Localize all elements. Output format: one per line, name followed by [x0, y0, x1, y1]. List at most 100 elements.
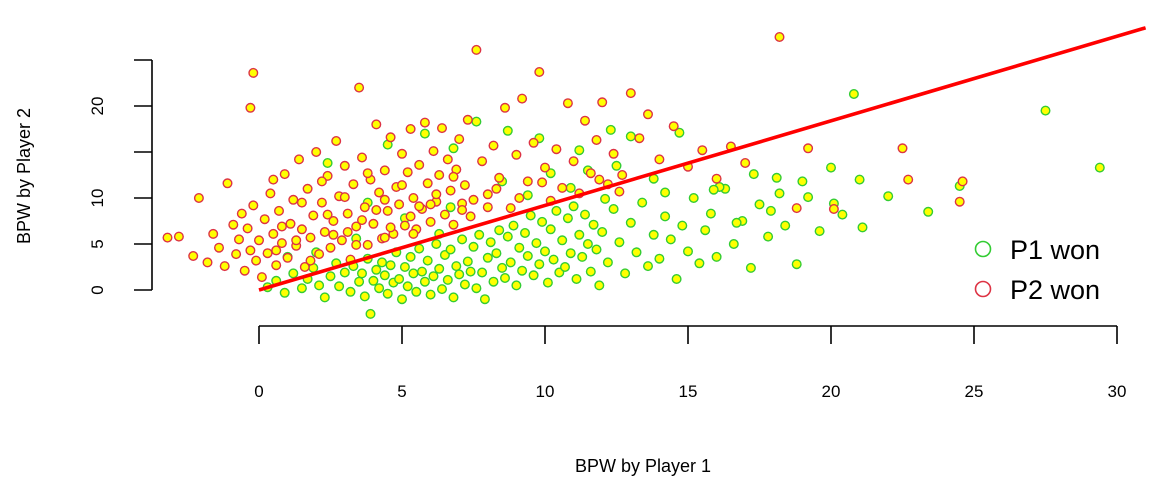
data-point: [425, 199, 436, 210]
data-point: [471, 44, 482, 55]
data-point: [482, 202, 493, 213]
data-point: [531, 238, 542, 249]
data-point: [602, 257, 613, 268]
x-tick-label: 10: [536, 382, 555, 401]
data-point: [245, 102, 256, 113]
data-point: [688, 192, 699, 203]
data-point: [222, 178, 233, 189]
data-point: [296, 224, 307, 235]
legend-label: P1 won: [1010, 235, 1100, 265]
data-point: [319, 226, 330, 237]
data-point: [620, 268, 631, 279]
data-point: [439, 209, 450, 220]
data-point: [705, 208, 716, 219]
data-point: [276, 221, 287, 232]
data-point: [408, 228, 419, 239]
data-point: [525, 210, 536, 221]
reference-line: [258, 26, 1147, 292]
data-point: [316, 176, 327, 187]
data-point: [233, 234, 244, 245]
data-point: [903, 174, 914, 185]
data-point: [454, 134, 465, 145]
data-point: [308, 210, 319, 221]
data-point: [371, 204, 382, 215]
data-point: [334, 281, 345, 292]
data-point: [339, 267, 350, 278]
x-tick-label: 20: [822, 382, 841, 401]
data-point: [213, 242, 224, 253]
data-point: [637, 197, 648, 208]
data-point: [625, 88, 636, 99]
data-point: [428, 146, 439, 157]
data-point: [540, 162, 551, 173]
data-point: [611, 160, 622, 171]
data-point: [265, 188, 276, 199]
data-point: [445, 185, 456, 196]
data-point: [625, 131, 636, 142]
data-point: [256, 272, 267, 283]
data-point: [457, 204, 468, 215]
data-point: [253, 235, 264, 246]
data-point: [357, 215, 368, 226]
data-point: [368, 218, 379, 229]
data-point: [231, 249, 242, 260]
data-point: [385, 132, 396, 143]
data-point: [336, 235, 347, 246]
data-point: [508, 220, 519, 231]
legend-label: P2 won: [1010, 275, 1100, 305]
data-point: [377, 257, 388, 268]
data-point: [342, 208, 353, 219]
data-point: [414, 243, 425, 254]
data-point: [419, 276, 430, 287]
data-point: [431, 189, 442, 200]
data-point: [711, 251, 722, 262]
data-point: [445, 202, 456, 213]
data-point: [565, 248, 576, 259]
data-point: [408, 192, 419, 203]
data-point: [660, 211, 671, 222]
data-point: [442, 274, 453, 285]
data-point: [299, 262, 310, 273]
data-point: [548, 254, 559, 265]
data-point: [511, 149, 522, 160]
data-point: [414, 201, 425, 212]
data-point: [954, 196, 965, 207]
data-point: [774, 188, 785, 199]
data-point: [683, 246, 694, 257]
data-point: [591, 244, 602, 255]
data-point: [500, 102, 511, 113]
data-point: [345, 286, 356, 297]
data-point: [417, 266, 428, 277]
data-point: [428, 271, 439, 282]
data-point: [325, 271, 336, 282]
data-point: [514, 192, 525, 203]
x-tick-label: 25: [965, 382, 984, 401]
data-point: [542, 277, 553, 288]
data-point: [674, 127, 685, 138]
data-point: [342, 226, 353, 237]
data-point: [588, 219, 599, 230]
data-point: [296, 197, 307, 208]
data-point: [457, 234, 468, 245]
data-point: [448, 292, 459, 303]
data-point: [454, 269, 465, 280]
data-point: [385, 260, 396, 271]
data-point: [465, 266, 476, 277]
data-point: [488, 276, 499, 287]
data-point: [728, 238, 739, 249]
data-point: [242, 223, 253, 234]
data-point: [571, 274, 582, 285]
data-point: [434, 169, 445, 180]
data-point: [245, 245, 256, 256]
data-point: [419, 117, 430, 128]
data-point: [522, 190, 533, 201]
series-p1-won: [262, 88, 1105, 319]
data-point: [608, 148, 619, 159]
y-tick-label: 0: [88, 285, 107, 294]
data-point: [325, 242, 336, 253]
data-point: [351, 239, 362, 250]
data-point: [422, 255, 433, 266]
data-point: [562, 213, 573, 224]
data-point: [614, 237, 625, 248]
